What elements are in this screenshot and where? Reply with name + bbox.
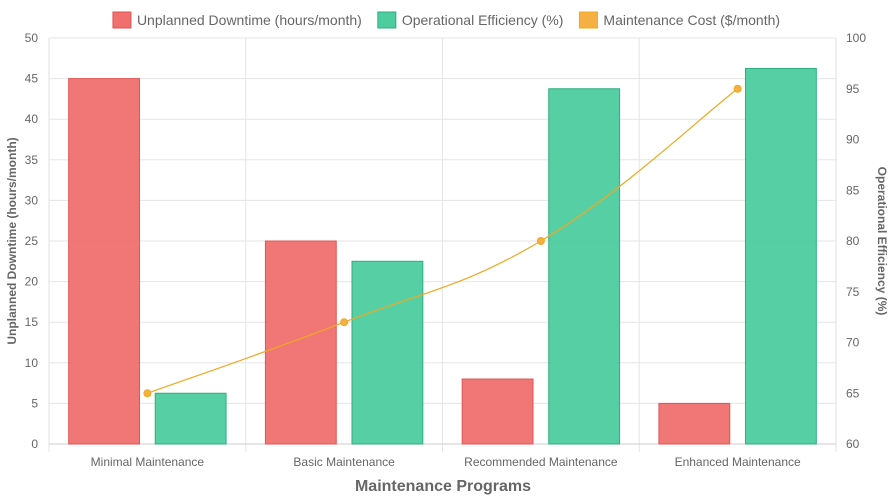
y-left-tick-label: 20	[25, 275, 39, 289]
y-right-tick-label: 95	[846, 82, 860, 96]
y-left-tick-label: 45	[25, 72, 39, 86]
y-axis-left-title: Unplanned Downtime (hours/month)	[5, 137, 19, 344]
x-tick-label: Recommended Maintenance	[464, 455, 618, 469]
cost-point[interactable]	[536, 237, 545, 245]
y-right-tick-label: 80	[846, 234, 860, 248]
y-right-tick-label: 65	[846, 386, 860, 400]
y-right-tick-label: 90	[846, 133, 860, 147]
downtime-bar[interactable]	[264, 240, 337, 445]
y-left-tick-label: 0	[31, 437, 38, 451]
legend-label: Maintenance Cost ($/month)	[603, 12, 780, 28]
gridlines	[48, 37, 837, 452]
y-left-tick-label: 40	[25, 112, 39, 126]
legend-swatch	[578, 11, 598, 29]
y-left-tick-label: 15	[25, 315, 39, 329]
cost-point[interactable]	[143, 389, 152, 398]
cost-point[interactable]	[733, 84, 742, 93]
downtime-bar[interactable]	[461, 378, 534, 445]
x-tick-label: Enhanced Maintenance	[675, 455, 801, 469]
y-left-tick-label: 10	[25, 356, 39, 370]
x-tick-label: Basic Maintenance	[293, 455, 395, 469]
y-left-tick-label: 30	[25, 193, 39, 207]
legend-label: Operational Efficiency (%)	[402, 12, 564, 28]
legend-swatch	[112, 11, 132, 29]
efficiency-bar[interactable]	[744, 67, 817, 445]
legend-item[interactable]: Maintenance Cost ($/month)	[578, 11, 780, 29]
y-right-tick-label: 75	[846, 285, 860, 299]
efficiency-bar[interactable]	[154, 392, 227, 445]
efficiency-bar[interactable]	[548, 88, 621, 445]
y-right-tick-label: 85	[846, 183, 860, 197]
bars	[68, 67, 817, 445]
legend-swatch	[377, 11, 397, 29]
y-right-tick-label: 100	[846, 31, 866, 45]
y-left-tick-label: 35	[25, 153, 39, 167]
cost-line-series	[143, 84, 742, 398]
efficiency-bar[interactable]	[351, 260, 424, 445]
x-axis-title: Maintenance Programs	[355, 478, 531, 495]
y-right-tick-label: 60	[846, 437, 860, 451]
legend[interactable]: Unplanned Downtime (hours/month) Operatio…	[112, 11, 780, 29]
y-axis-right-title: Operational Efficiency (%)	[875, 167, 889, 316]
cost-line	[147, 88, 738, 394]
y-right-tick-label: 70	[846, 336, 860, 350]
legend-item[interactable]: Operational Efficiency (%)	[377, 11, 564, 29]
legend-label: Unplanned Downtime (hours/month)	[137, 12, 362, 28]
y-left-tick-label: 50	[25, 31, 39, 45]
downtime-bar[interactable]	[68, 78, 141, 445]
downtime-bar[interactable]	[658, 402, 731, 445]
y-left-tick-label: 25	[25, 234, 39, 248]
cost-point[interactable]	[340, 318, 349, 327]
x-tick-label: Minimal Maintenance	[91, 455, 205, 469]
y-left-tick-label: 5	[31, 396, 38, 410]
legend-item[interactable]: Unplanned Downtime (hours/month)	[112, 11, 362, 29]
